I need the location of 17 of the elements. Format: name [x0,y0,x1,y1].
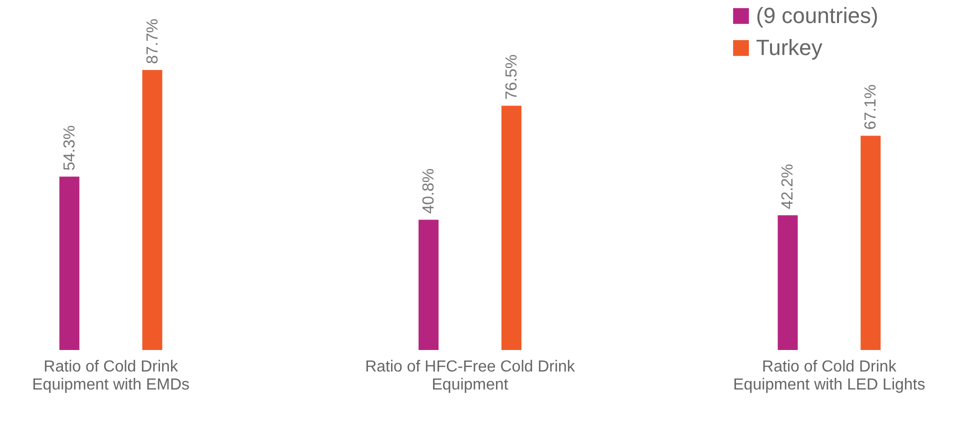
x-tick-label: Ratio of Cold Drink Equipment with EMDs [32,358,190,394]
data-label: 76.5% [503,54,520,100]
bar [860,136,881,350]
legend-label: Turkey [756,35,822,60]
bar [59,176,80,350]
bar [501,106,522,350]
legend-label: (9 countries) [756,3,878,28]
bar [418,220,439,350]
data-label: 87.7% [144,18,162,64]
data-label: 54.3% [61,125,78,171]
bar [778,215,798,350]
x-tick-label: Ratio of Cold Drink Equipment with LED Lights [733,358,926,394]
data-label: 42.2% [780,164,797,210]
data-label: 40.8% [420,168,438,214]
data-label: 67.1% [862,84,880,130]
x-tick-label: Ratio of HFC-Free Cold Drink Equipment [365,358,576,394]
bar [142,70,162,350]
